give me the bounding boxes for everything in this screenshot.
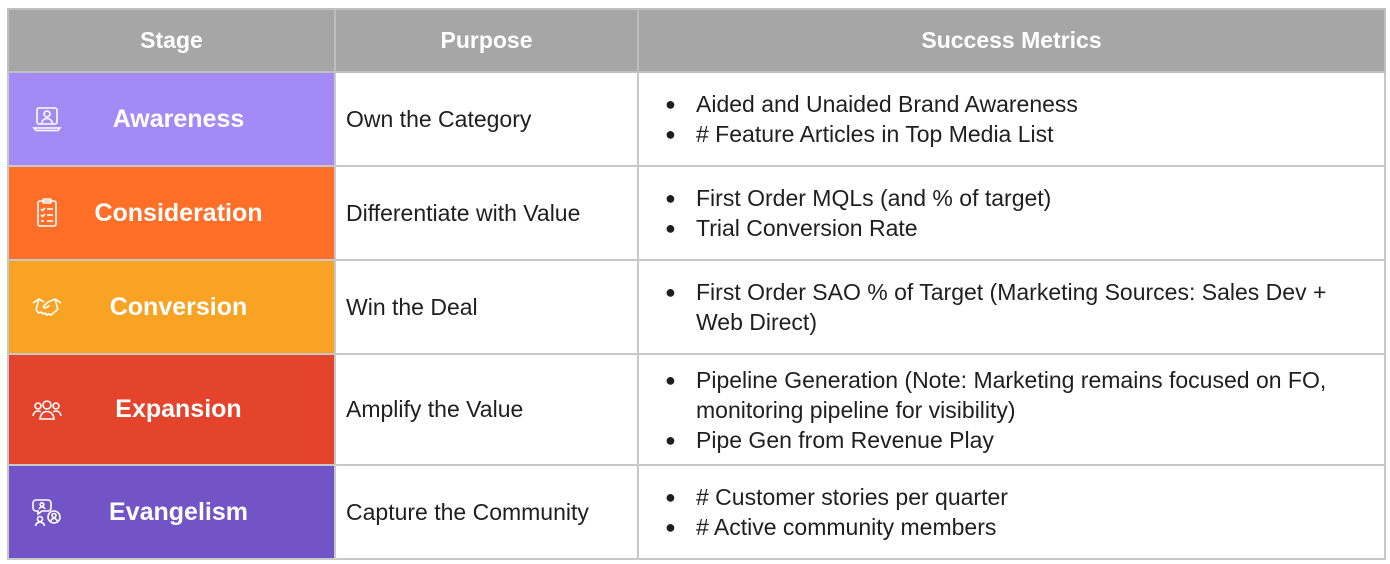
list-item: ● First Order SAO % of Target (Marketing …	[665, 279, 1327, 335]
community-speech-icon	[27, 492, 67, 532]
list-item: ● # Active community members	[665, 514, 997, 540]
stage-cell: Evangelism	[7, 464, 336, 560]
stage-label: Evangelism	[109, 497, 248, 526]
header-purpose: Purpose	[334, 8, 639, 73]
metrics-cell: ● Pipeline Generation (Note: Marketing re…	[637, 353, 1386, 466]
stage-cell: Conversion	[7, 259, 336, 355]
list-item: ● Aided and Unaided Brand Awareness	[665, 91, 1078, 117]
list-item: ● # Customer stories per quarter	[665, 484, 1008, 510]
list-item: ● # Feature Articles in Top Media List	[665, 121, 1054, 147]
purpose-cell: Amplify the Value	[334, 353, 639, 466]
stage-label: Expansion	[115, 395, 242, 423]
metrics-list: ● First Order MQLs (and % of target) ● Tri…	[665, 183, 1370, 243]
stage-label: Conversion	[109, 292, 248, 321]
metrics-cell: ● First Order MQLs (and % of target) ● Tri…	[637, 165, 1386, 261]
metrics-list: ● Pipeline Generation (Note: Marketing re…	[665, 365, 1370, 455]
stage-cell: Awareness	[7, 71, 336, 167]
metrics-cell: ● First Order SAO % of Target (Marketing …	[637, 259, 1386, 355]
header-row: Stage Purpose Success Metrics	[7, 8, 1386, 73]
list-item: ● Pipe Gen from Revenue Play	[665, 426, 994, 453]
metrics-cell: ● # Customer stories per quarter ● # Activ…	[637, 464, 1386, 560]
handshake-icon	[27, 287, 67, 327]
funnel-stages-table: Stage Purpose Success Metrics	[7, 8, 1386, 560]
metrics-list: ● # Customer stories per quarter ● # Activ…	[665, 482, 1370, 542]
list-item: ● Pipeline Generation (Note: Marketing re…	[665, 366, 1327, 423]
table-row: Expansion Amplify the Value ● Pipeline Ge…	[7, 353, 1386, 466]
clipboard-checklist-icon	[27, 193, 67, 233]
table-row: Evangelism Capture the Community ● # Cust…	[7, 464, 1386, 560]
table-wrapper: Stage Purpose Success Metrics	[7, 8, 1386, 560]
stage-label: Consideration	[94, 198, 263, 227]
table-row: Consideration Differentiate with Value ●…	[7, 165, 1386, 261]
list-item: ● First Order MQLs (and % of target)	[665, 185, 1052, 211]
stage-label: Awareness	[112, 104, 245, 133]
purpose-cell: Own the Category	[334, 71, 639, 167]
purpose-cell: Differentiate with Value	[334, 165, 639, 261]
purpose-cell: Capture the Community	[334, 464, 639, 560]
metrics-list: ● First Order SAO % of Target (Marketing …	[665, 277, 1370, 337]
metrics-cell: ● Aided and Unaided Brand Awareness ● # Fe…	[637, 71, 1386, 167]
stage-cell: Consideration	[7, 165, 336, 261]
table-row: Awareness Own the Category ● Aided and Un…	[7, 71, 1386, 167]
header-stage: Stage	[7, 8, 336, 73]
metrics-list: ● Aided and Unaided Brand Awareness ● # Fe…	[665, 89, 1370, 149]
stage-cell: Expansion	[7, 353, 336, 466]
header-success-metrics: Success Metrics	[637, 8, 1386, 73]
table-row: Conversion Win the Deal ● First Order SAO…	[7, 259, 1386, 355]
purpose-cell: Win the Deal	[334, 259, 639, 355]
list-item: ● Trial Conversion Rate	[665, 215, 918, 241]
laptop-user-icon	[27, 99, 67, 139]
user-group-icon	[27, 390, 67, 430]
